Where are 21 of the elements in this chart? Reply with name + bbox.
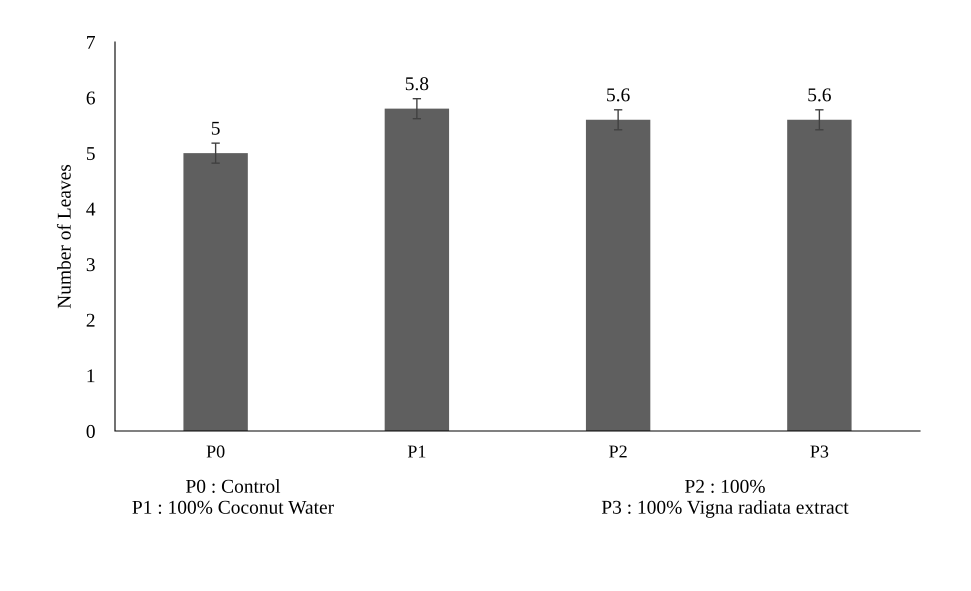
text: P0 : Control	[186, 479, 280, 493]
data-label: 5.6	[808, 88, 831, 102]
y-tick-label: 0	[86, 424, 95, 438]
x-tick-label: P3	[810, 445, 828, 458]
text: P2 : 100%	[685, 480, 765, 493]
y-tick-label: 1	[88, 369, 94, 382]
y-tick-label: 5	[86, 147, 95, 160]
y-tick-label: 2	[86, 314, 94, 327]
y-axis-title: Number of Leaves	[56, 164, 71, 308]
data-label: 5	[212, 122, 220, 135]
x-tick-label: P0	[206, 445, 224, 458]
y-tick-label: 7	[87, 36, 95, 49]
data-label: 5.8	[406, 77, 428, 90]
y-tick-label: 4	[86, 202, 96, 216]
y-tick-label: 3	[86, 258, 95, 272]
x-tick-label: P2	[609, 445, 627, 458]
data-label: 5.6	[607, 88, 630, 102]
text: P1 : 100% Coconut Water	[132, 500, 334, 514]
text: P3 : 100% Vigna radiata extract	[602, 500, 849, 518]
y-tick-label: 6	[86, 91, 95, 105]
x-tick-label: P1	[408, 446, 426, 458]
